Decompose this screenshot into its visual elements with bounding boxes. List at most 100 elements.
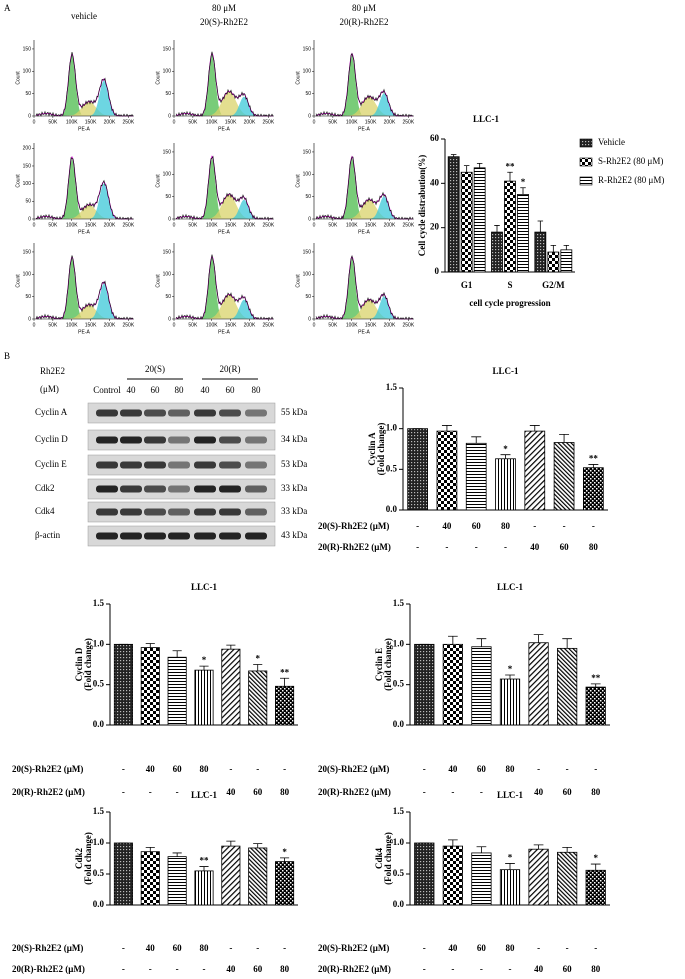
blot-band [96,409,118,417]
x-tick-label: 0 [33,119,36,125]
error-bar [563,245,570,250]
x-label: cell cycle progression [469,298,550,308]
x-tick-label: 150K [365,222,377,228]
y-tick-label: 1.0 [393,638,405,648]
error-bar [253,664,263,671]
dose-label: 40 [448,764,458,774]
y-tick-label: 50 [305,91,311,97]
error-bar [537,220,544,233]
error-bar [476,846,487,853]
blot-band [120,532,142,540]
x-tick-label: 250K [402,119,414,125]
dose-label: 60 [173,764,183,774]
y-label: Cyclin D [74,647,84,681]
treatment-label: 20(S)-Rh2E2 (μM) [318,764,389,774]
bar [248,670,268,726]
x-tick-label: 200K [384,222,396,228]
dose-label: 60 [253,787,263,797]
x-tick-label: 250K [122,222,134,228]
dose-label: - [537,764,540,774]
dose-label: - [423,764,426,774]
dose-label: - [229,764,232,774]
x-label: PE-A [218,229,230,235]
dose-label: - [480,787,483,797]
y-tick-label: 0.0 [386,504,398,514]
error-bar [280,677,290,687]
y-tick-label: 100 [23,181,32,187]
dose-label: - [176,787,179,797]
protein-label: Cdk2 [35,483,55,493]
significance: * [593,853,598,863]
x-tick-label: 200K [384,322,396,328]
significance: * [202,655,207,665]
dose-label: 60 [563,787,573,797]
error-bar [562,638,572,649]
y-label: Count [295,71,301,85]
dose-label: - [149,787,152,797]
dose-label: - [229,943,232,953]
dose-label: 80 [200,764,210,774]
y-label: (Fold change) [383,832,393,885]
x-tick-label: 200K [244,222,256,228]
y-label: (Fold change) [383,638,393,691]
blot-band [219,436,241,444]
blot-band [144,508,166,516]
blot-band [194,461,216,469]
chart-title: LLC-1 [497,790,524,800]
blot-band [120,436,142,444]
x-tick-label: 250K [122,322,134,328]
dose-label: - [256,943,259,953]
column-header: 20(R)-Rh2E2 [340,17,389,27]
dose-label: - [566,943,569,953]
dose-label: 80 [280,964,290,974]
dose-label: 40 [442,521,452,531]
bar [221,845,241,906]
error-bar [441,425,452,432]
dose-label: 60 [563,964,573,974]
size-label: 53 kDa [281,459,307,469]
y-tick-label: 1.0 [93,837,105,847]
dose-label: 60 [253,964,263,974]
dose-label: - [537,943,540,953]
y-tick-label: 50 [305,194,311,200]
error-bar [520,187,526,195]
y-label: Count [155,274,161,288]
y-tick-label: 1.0 [393,837,405,847]
y-tick-label: 100 [163,172,172,178]
dose-label: - [480,964,483,974]
treatment-label: 20(R)-Rh2E2 (μM) [318,542,391,552]
panel-label: B [4,351,10,361]
y-tick-label: 40 [430,177,440,187]
dose-label: 80 [200,943,210,953]
bar [528,642,549,726]
y-tick-label: 50 [25,199,31,205]
histogram-component [341,258,362,319]
dose-label: - [445,542,448,552]
bar [275,685,295,726]
treatment-label: 20(R)-Rh2E2 (μM) [12,787,85,797]
blot-band [120,508,142,516]
y-tick-label: 150 [163,149,172,155]
blot-band [168,508,190,516]
histogram-line [35,52,134,117]
dose-label: - [509,787,512,797]
y-tick-label: 0 [168,216,171,222]
x-tick-label: 0 [173,222,176,228]
error-bar [507,171,513,182]
bar [557,647,578,726]
x-label: PE-A [218,329,230,335]
blot-band [144,485,166,493]
y-tick-label: 0 [435,266,440,276]
y-label: Cdk2 [74,847,84,869]
bar [471,852,492,906]
error-bar [476,638,487,647]
bar [499,678,521,726]
y-tick-label: 1.0 [386,423,398,433]
treatment-label: 20(S)-Rh2E2 (μM) [12,943,83,953]
dose-label: 80 [591,964,601,974]
x-tick-label: 200K [104,119,116,125]
lane-label: 60 [226,385,236,395]
lane-label: 80 [175,385,185,395]
dose-label: 40 [530,542,540,552]
